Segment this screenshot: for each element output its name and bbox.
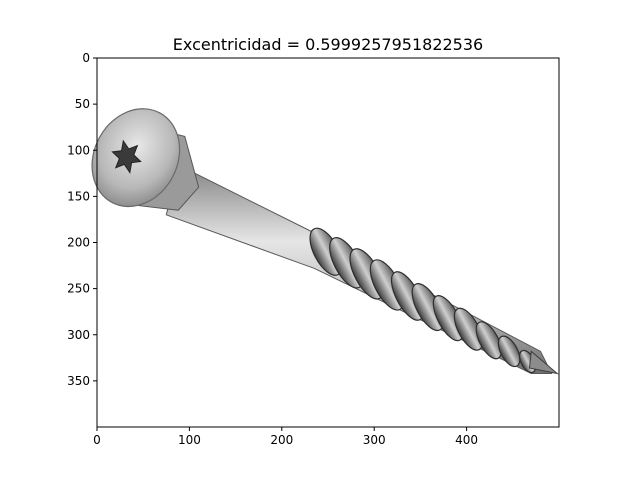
- y-tick-label: 250: [67, 282, 90, 296]
- x-axis: 0 100 200 300 400: [93, 427, 478, 447]
- x-tick-label: 200: [270, 433, 293, 447]
- x-tick-label: 400: [455, 433, 478, 447]
- y-axis: 0 50 100 150 200 250 300 350: [67, 51, 97, 388]
- y-tick-label: 100: [67, 143, 90, 157]
- y-tick-label: 150: [67, 189, 90, 203]
- screw-threads: [309, 227, 537, 374]
- screw-image: [91, 108, 559, 375]
- y-tick-label: 350: [67, 374, 90, 388]
- chart-title: Excentricidad = 0.5999257951822536: [173, 35, 483, 54]
- y-tick-label: 50: [75, 97, 90, 111]
- y-tick-label: 0: [82, 51, 90, 65]
- screw-tip: [528, 350, 559, 375]
- y-tick-label: 200: [67, 236, 90, 250]
- x-tick-label: 0: [93, 433, 101, 447]
- screw-thread: [475, 321, 502, 360]
- x-tick-label: 300: [363, 433, 386, 447]
- torx-recess: [111, 139, 142, 174]
- x-tick-label: 100: [178, 433, 201, 447]
- screw-thread: [497, 335, 521, 368]
- y-tick-label: 300: [67, 328, 90, 342]
